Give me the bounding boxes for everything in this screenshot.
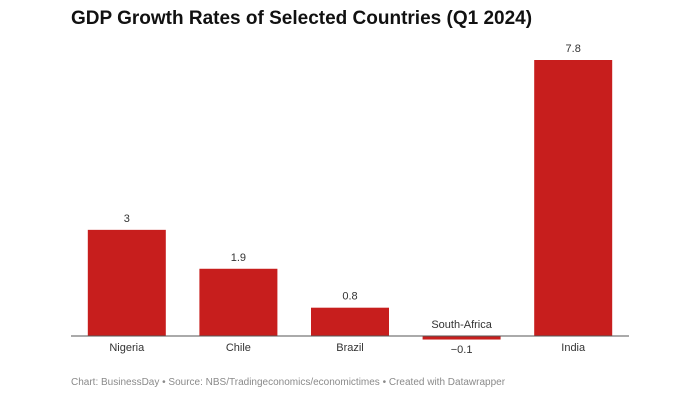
category-label-chile: Chile	[226, 342, 251, 354]
category-label-nigeria: Nigeria	[109, 342, 145, 354]
labels-layer: 3 Nigeria 1.9 Chile 0.8 Brazil −0.1 South-Afric…	[109, 43, 586, 356]
bars-layer	[87, 60, 613, 340]
bar-india	[534, 60, 613, 336]
category-label-south-africa: South-Africa	[431, 319, 492, 331]
bar-brazil	[311, 307, 389, 336]
value-label-brazil: 0.8	[342, 291, 357, 303]
value-label-nigeria: 3	[124, 213, 130, 225]
chart-footer: Chart: BusinessDay • Source: NBS/Trading…	[71, 377, 506, 388]
bar-chile	[199, 268, 278, 336]
value-label-chile: 1.9	[231, 252, 246, 264]
category-label-brazil: Brazil	[336, 342, 364, 354]
category-label-india: India	[561, 342, 586, 354]
bar-south-africa	[422, 336, 501, 340]
bar-nigeria	[87, 229, 166, 336]
value-label-south-africa: −0.1	[451, 344, 473, 356]
chart-title: GDP Growth Rates of Selected Countries (…	[71, 8, 533, 29]
value-label-india: 7.8	[566, 43, 581, 55]
